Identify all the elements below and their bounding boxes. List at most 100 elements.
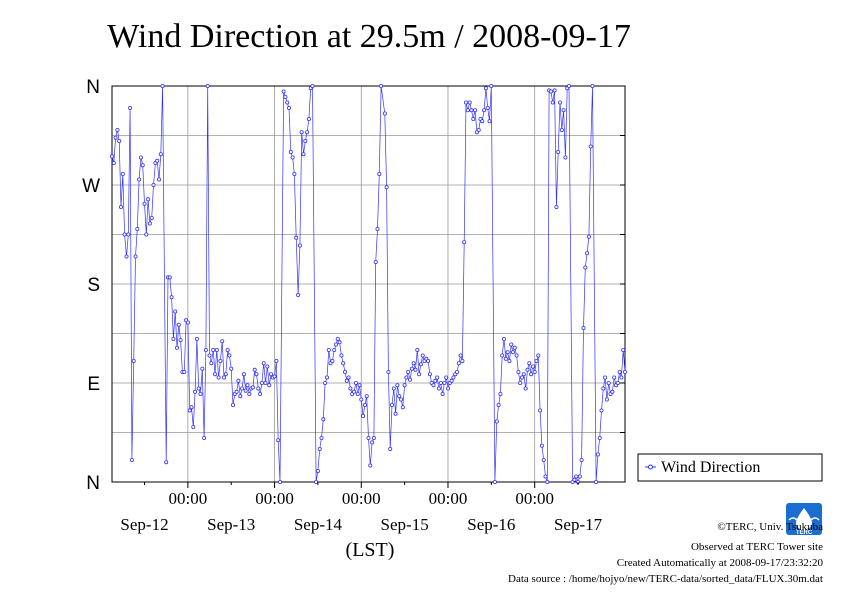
data-point bbox=[138, 155, 143, 160]
data-point bbox=[527, 361, 532, 366]
data-point bbox=[460, 358, 465, 363]
data-point bbox=[236, 378, 241, 383]
data-point bbox=[586, 234, 591, 239]
x-time-label: 00:00 bbox=[515, 489, 554, 508]
data-point bbox=[471, 117, 476, 122]
data-point bbox=[155, 158, 160, 163]
x-time-label: 00:00 bbox=[255, 489, 294, 508]
data-point bbox=[283, 95, 288, 100]
x-time-label: 00:00 bbox=[168, 489, 207, 508]
series-wind-direction bbox=[110, 84, 628, 484]
data-point bbox=[193, 389, 198, 394]
data-point bbox=[393, 411, 398, 416]
data-point bbox=[516, 369, 521, 374]
data-point bbox=[339, 353, 344, 358]
data-point bbox=[545, 479, 550, 484]
data-point bbox=[306, 117, 311, 122]
data-point bbox=[122, 232, 127, 237]
data-point bbox=[135, 226, 140, 231]
data-point bbox=[281, 89, 286, 94]
data-point bbox=[382, 111, 387, 116]
data-point bbox=[207, 353, 212, 358]
data-point bbox=[176, 322, 181, 327]
data-point bbox=[420, 353, 425, 358]
data-point bbox=[550, 100, 555, 105]
data-point bbox=[332, 347, 337, 352]
data-point bbox=[292, 171, 297, 176]
data-point bbox=[149, 215, 154, 220]
terc-logo: TERC bbox=[786, 503, 822, 536]
data-point bbox=[169, 295, 174, 300]
data-point bbox=[431, 383, 436, 388]
terc-logo-text: TERC bbox=[796, 530, 813, 536]
data-point bbox=[599, 408, 604, 413]
data-point bbox=[590, 84, 595, 89]
data-point bbox=[529, 372, 534, 377]
data-point bbox=[435, 375, 440, 380]
data-point bbox=[254, 372, 259, 377]
data-point bbox=[469, 108, 474, 113]
data-point bbox=[314, 479, 319, 484]
legend-label: Wind Direction bbox=[661, 459, 760, 476]
data-point bbox=[521, 372, 526, 377]
x-date-label: Sep-15 bbox=[381, 515, 429, 534]
data-point bbox=[449, 378, 454, 383]
credits: ©TERC, Univ. Tsukuba Observed at TERC To… bbox=[508, 521, 823, 585]
data-point bbox=[250, 385, 255, 390]
data-point bbox=[458, 353, 463, 358]
data-point bbox=[240, 386, 245, 391]
data-point bbox=[220, 339, 225, 344]
data-point bbox=[268, 372, 273, 377]
data-point bbox=[407, 377, 412, 382]
x-time-label: 00:00 bbox=[429, 489, 468, 508]
data-point bbox=[534, 358, 539, 363]
data-point bbox=[617, 369, 622, 374]
credit-created: Created Automatically at 2008-09-17/23:3… bbox=[617, 557, 824, 569]
data-point bbox=[395, 383, 400, 388]
data-point bbox=[391, 386, 396, 391]
data-point bbox=[444, 375, 449, 380]
data-point bbox=[296, 292, 301, 297]
data-point bbox=[465, 108, 470, 113]
data-point bbox=[619, 375, 624, 380]
data-point bbox=[456, 361, 461, 366]
data-point bbox=[574, 474, 579, 479]
data-point bbox=[258, 391, 263, 396]
data-point bbox=[353, 380, 358, 385]
data-point bbox=[418, 362, 423, 367]
data-point bbox=[117, 138, 122, 143]
data-point bbox=[263, 380, 268, 385]
data-point bbox=[341, 361, 346, 366]
data-point bbox=[146, 197, 151, 202]
data-point bbox=[505, 350, 510, 355]
data-point bbox=[346, 375, 351, 380]
data-point bbox=[277, 479, 282, 484]
data-point bbox=[351, 389, 356, 394]
data-point bbox=[147, 221, 152, 226]
data-point bbox=[473, 108, 478, 113]
data-point bbox=[583, 265, 588, 270]
data-point bbox=[297, 243, 302, 248]
data-point bbox=[151, 182, 156, 187]
data-point bbox=[454, 369, 459, 374]
data-point bbox=[482, 108, 487, 113]
data-point bbox=[577, 474, 582, 479]
data-point bbox=[389, 402, 394, 407]
data-point bbox=[438, 380, 443, 385]
data-point bbox=[467, 100, 472, 105]
data-point bbox=[303, 138, 308, 143]
data-point bbox=[330, 358, 335, 363]
data-point bbox=[436, 386, 441, 391]
credit-source: Data source : /home/hojyo/new/TERC-data/… bbox=[508, 573, 823, 585]
data-point bbox=[404, 375, 409, 380]
data-point bbox=[536, 353, 541, 358]
data-point bbox=[319, 435, 324, 440]
data-point bbox=[198, 391, 203, 396]
data-point bbox=[612, 375, 617, 380]
data-point bbox=[223, 372, 228, 377]
data-point bbox=[480, 119, 485, 124]
data-point bbox=[402, 383, 407, 388]
data-point bbox=[411, 361, 416, 366]
